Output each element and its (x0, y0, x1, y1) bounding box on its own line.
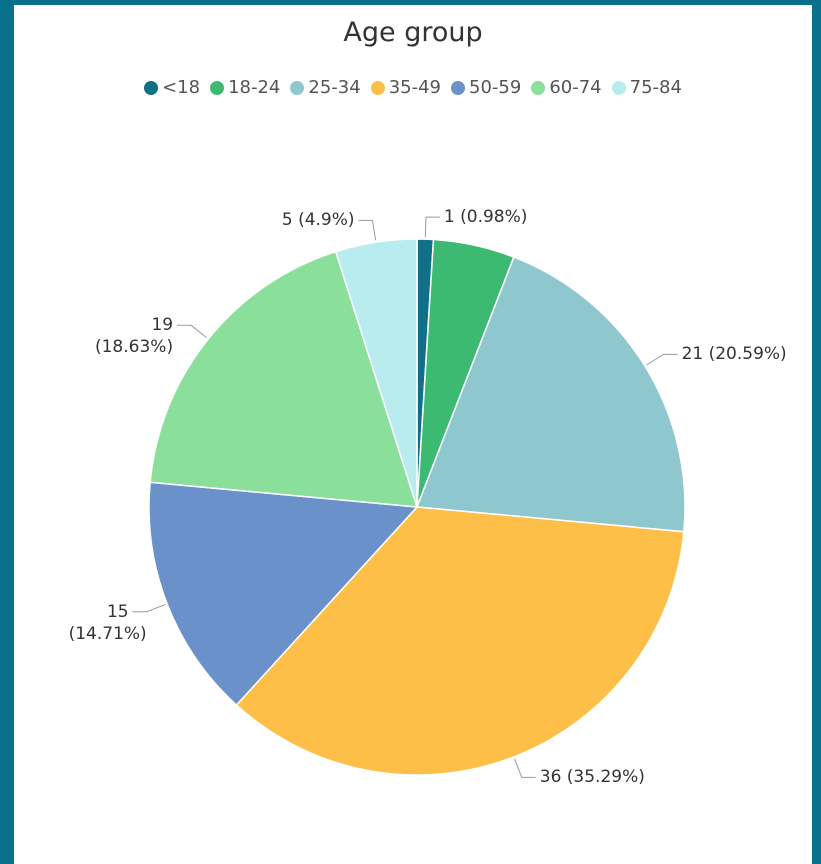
pie-slice (149, 250, 419, 508)
legend-label: 75-84 (629, 77, 682, 98)
legend-item: 75-84 (611, 77, 682, 98)
legend-item: 50-59 (451, 77, 521, 98)
legend-swatch (531, 80, 546, 95)
leader-line (177, 324, 207, 339)
pie-slice (334, 238, 418, 508)
data-label: 36 (35.29%) (539, 767, 645, 788)
pie-chart (132, 216, 686, 778)
legend-label: 25-34 (308, 77, 361, 98)
pie-slice (235, 506, 685, 776)
legend-label: 18-24 (228, 77, 281, 98)
leader-line (358, 219, 377, 241)
legend: <18 18-24 25-34 35-49 50-59 60-74 75-84 (14, 77, 812, 98)
data-label: 15 (14.71%) (68, 601, 147, 644)
legend-swatch (290, 80, 305, 95)
legend-swatch (611, 80, 626, 95)
pie-slice (415, 256, 686, 533)
legend-label: 50-59 (469, 77, 522, 98)
data-label: 5 (4.9%) (281, 210, 355, 231)
legend-swatch (451, 80, 465, 95)
legend-label: 60-74 (549, 77, 602, 98)
legend-swatch (370, 80, 385, 95)
leader-line (132, 604, 166, 613)
data-label: 19 (18.63%) (94, 315, 174, 358)
legend-label: 35-49 (388, 77, 441, 98)
legend-swatch (210, 80, 225, 95)
leader-line (646, 353, 678, 366)
legend-item: 18-24 (210, 77, 280, 98)
chart-title: Age group (343, 17, 483, 48)
legend-item: 25-34 (290, 77, 361, 98)
data-label: 1 (0.98%) (443, 207, 528, 228)
legend-item: <18 (144, 77, 200, 98)
leader-line (514, 758, 536, 778)
legend-label: <18 (162, 77, 201, 98)
data-label: 21 (20.59%) (681, 344, 787, 365)
leader-line (424, 216, 440, 238)
legend-item: 35-49 (370, 77, 441, 98)
legend-swatch (144, 80, 159, 95)
pie-slice (148, 481, 419, 707)
panel: Age group <18 18-24 25-34 35-49 50-59 60-74 75… (14, 5, 812, 864)
legend-item: 60-74 (531, 77, 602, 98)
